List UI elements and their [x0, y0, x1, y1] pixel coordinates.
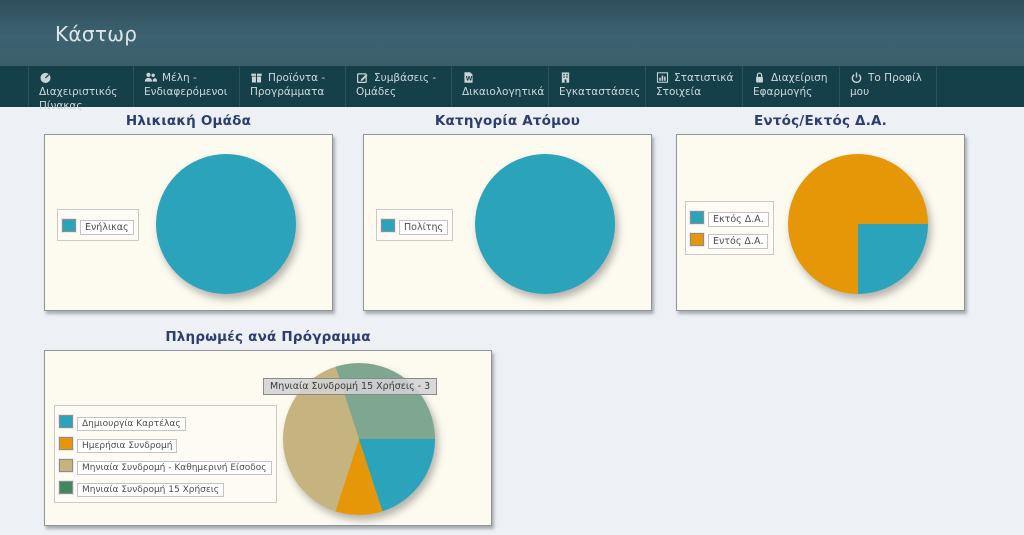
nav-item-label: Στατιστικά Στοιχεία [656, 72, 734, 99]
pie-chart[interactable] [788, 154, 928, 294]
legend-swatch [689, 231, 705, 247]
nav-item-label: Διαχειριστικός Πίνακας [39, 86, 118, 113]
app-title: Κάστωρ [55, 22, 138, 46]
chart-panel: Δημιουργία Καρτέλας Ημερήσια Συνδρομή Μη… [44, 350, 492, 526]
legend-row: Εκτός Δ.Α. [689, 207, 769, 227]
legend-swatch [689, 209, 705, 225]
chart-inside-outside-da: Εντός/Εκτός Δ.Α. Εκτός Δ.Α. Εντός Δ.Α. [676, 113, 965, 311]
nav-item-contracts[interactable]: Συμβάσεις - Ομάδες [346, 66, 452, 107]
nav-item-statistics[interactable]: Στατιστικά Στοιχεία [646, 66, 743, 107]
chart-legend: Δημιουργία Καρτέλας Ημερήσια Συνδρομή Μη… [54, 405, 277, 503]
chart-title: Κατηγορία Ατόμου [434, 113, 581, 129]
bar-chart-icon [656, 71, 670, 83]
nav-item-label: Εγκαταστάσεις [559, 86, 641, 99]
legend-swatch [58, 479, 74, 495]
legend-row: Εντός Δ.Α. [689, 229, 769, 249]
legend-row: Μηνιαία Συνδρομή 15 Χρήσεις [58, 477, 272, 497]
chart-panel: Εκτός Δ.Α. Εντός Δ.Α. [676, 134, 965, 311]
nav-item-dashboard[interactable]: Διαχειριστικός Πίνακας [28, 66, 134, 112]
nav-item-label: Διαχείριση Εφαρμογής [753, 72, 828, 99]
legend-label: Δημιουργία Καρτέλας [77, 417, 186, 431]
legend-swatch [58, 435, 74, 451]
chart-panel: Πολίτης [363, 134, 652, 311]
chart-panel: Ενήλικας [44, 134, 333, 311]
document-icon: W [462, 71, 476, 83]
nav-item-label: Συμβάσεις - Ομάδες [356, 72, 437, 99]
legend-label: Εντός Δ.Α. [708, 234, 769, 249]
legend-label: Εκτός Δ.Α. [708, 212, 769, 227]
chart-age-group: Ηλικιακή Ομάδα Ενήλικας [44, 113, 333, 311]
chart-person-category: Κατηγορία Ατόμου Πολίτης [363, 113, 652, 311]
legend-swatch [61, 217, 77, 233]
nav-item-profile[interactable]: Το Προφίλ μου [840, 66, 937, 107]
nav-item-administration[interactable]: Διαχείριση Εφαρμογής [743, 66, 840, 107]
nav-item-documents[interactable]: W Δικαιολογητικά [452, 66, 549, 107]
legend-row: Ημερήσια Συνδρομή [58, 433, 272, 453]
nav-item-label: Προϊόντα - Προγράμματα [250, 72, 326, 99]
nav-item-products[interactable]: Προϊόντα - Προγράμματα [240, 66, 346, 107]
lock-icon [753, 71, 767, 83]
main-nav: Διαχειριστικός Πίνακας Μέλη - Ενδιαφερόμ… [0, 66, 1024, 112]
legend-row: Μηνιαία Συνδρομή - Καθημερινή Είσοδος [58, 455, 272, 475]
legend-row: Πολίτης [380, 215, 449, 235]
nav-item-label: Μέλη - Ενδιαφερόμενοι [144, 72, 228, 99]
products-icon [250, 71, 264, 83]
chart-title: Πληρωμές ανά Πρόγραμμα [165, 329, 371, 345]
pie-chart[interactable] [156, 154, 296, 294]
legend-row: Ενήλικας [61, 215, 134, 235]
chart-title: Ηλικιακή Ομάδα [125, 113, 252, 129]
nav-item-label: Το Προφίλ μου [850, 72, 922, 99]
chart-legend: Ενήλικας [57, 209, 139, 241]
legend-label: Πολίτης [399, 220, 449, 235]
contracts-icon [356, 71, 370, 83]
legend-label: Ενήλικας [80, 220, 134, 235]
chart-title: Εντός/Εκτός Δ.Α. [754, 113, 887, 129]
legend-label: Ημερήσια Συνδρομή [77, 439, 178, 453]
legend-label: Μηνιαία Συνδρομή 15 Χρήσεις [77, 483, 225, 497]
building-icon [559, 71, 573, 83]
power-icon [850, 71, 864, 83]
nav-item-label: Δικαιολογητικά [462, 86, 545, 99]
legend-swatch [380, 217, 396, 233]
pie-slice-tooltip: Μηνιαία Συνδρομή 15 Χρήσεις - 3 [263, 378, 438, 395]
dashboard-icon [39, 71, 53, 83]
dashboard-content: Ηλικιακή Ομάδα Ενήλικας Κατηγορία Ατόμου… [0, 107, 1024, 535]
legend-row: Δημιουργία Καρτέλας [58, 411, 272, 431]
nav-item-members[interactable]: Μέλη - Ενδιαφερόμενοι [134, 66, 240, 107]
chart-legend: Πολίτης [376, 209, 454, 241]
svg-text:W: W [466, 75, 473, 82]
chart-payments-per-program: Πληρωμές ανά Πρόγραμμα Δημιουργία Καρτέλ… [44, 329, 492, 526]
chart-legend: Εκτός Δ.Α. Εντός Δ.Α. [685, 201, 774, 255]
nav-item-facilities[interactable]: Εγκαταστάσεις [549, 66, 646, 107]
legend-label: Μηνιαία Συνδρομή - Καθημερινή Είσοδος [77, 461, 272, 475]
pie-chart[interactable] [475, 154, 615, 294]
members-icon [144, 71, 158, 83]
legend-swatch [58, 457, 74, 473]
legend-swatch [58, 413, 74, 429]
app-header: Κάστωρ [0, 0, 1024, 66]
